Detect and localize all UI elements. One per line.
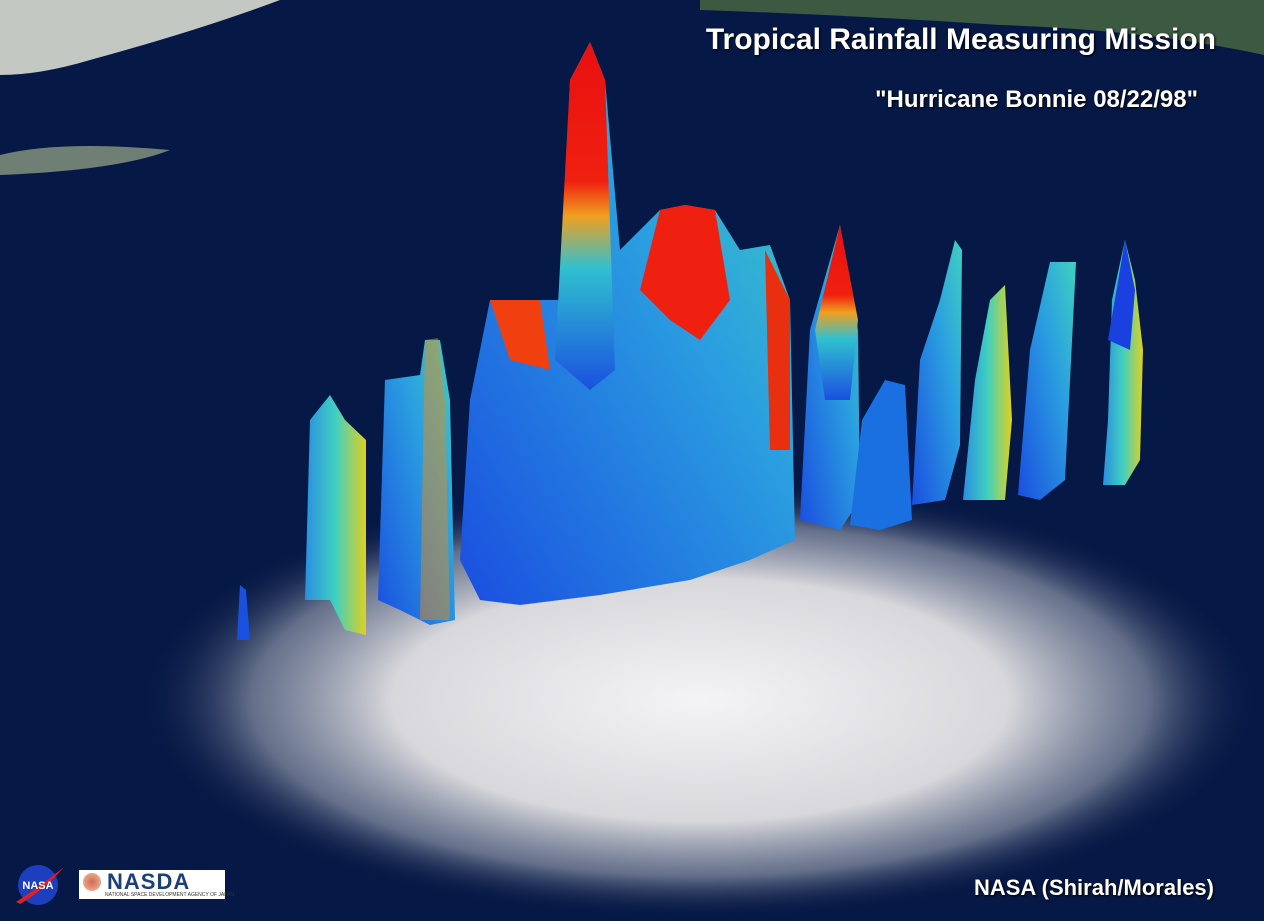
nasda-emblem-icon xyxy=(83,873,101,891)
rain-tower-core xyxy=(490,300,550,370)
nasda-logo: NASDA NATIONAL SPACE DEVELOPMENT AGENCY … xyxy=(79,869,235,899)
rain-tower-core xyxy=(765,250,790,450)
title: Tropical Rainfall Measuring Mission xyxy=(705,23,1216,56)
rain-tower xyxy=(420,338,450,620)
subtitle: "Hurricane Bonnie 08/22/98" xyxy=(875,86,1198,113)
rain-tower xyxy=(1018,262,1076,500)
land-mass xyxy=(0,0,280,75)
rain-tower xyxy=(460,42,795,605)
nasa-logo: NASA xyxy=(16,865,64,905)
credit: NASA (Shirah/Morales) xyxy=(973,875,1214,900)
rain-tower xyxy=(305,395,366,635)
land-mass xyxy=(700,0,1264,55)
nasda-wordmark: NASDA xyxy=(107,869,191,894)
nasda-tagline: NATIONAL SPACE DEVELOPMENT AGENCY OF JAP… xyxy=(105,892,235,898)
land-mass xyxy=(0,146,170,175)
rain-tower-core xyxy=(815,225,858,400)
rain-tower xyxy=(1108,240,1135,350)
rain-tower-core xyxy=(555,42,615,390)
nasa-logo-text: NASA xyxy=(22,880,53,892)
rain-tower xyxy=(237,585,250,640)
rain-tower xyxy=(912,240,962,505)
rain-tower-core xyxy=(640,205,730,340)
rain-tower xyxy=(850,380,912,530)
nasda-logo-row: NASDA xyxy=(79,869,225,894)
rain-tower xyxy=(963,285,1012,500)
